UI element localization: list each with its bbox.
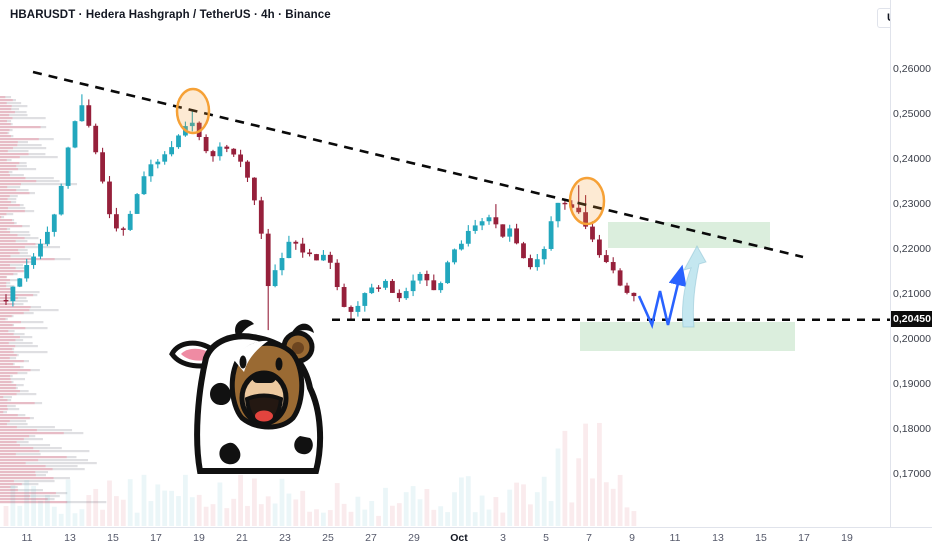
price-axis-label: 0,24000	[893, 153, 931, 165]
support-price-tag: 0,20450	[891, 310, 932, 327]
time-axis-label: 17	[798, 532, 810, 544]
bear-tongue	[255, 410, 273, 422]
bear-eye-right	[275, 357, 283, 371]
time-axis-label: 21	[236, 532, 248, 544]
price-axis-label: 0,20000	[893, 333, 931, 345]
time-axis-label: 15	[755, 532, 767, 544]
time-axis-label: 19	[841, 532, 853, 544]
highlight-circles[interactable]	[175, 87, 606, 226]
zone-rectangle[interactable]	[608, 222, 770, 248]
cow-horn-right-icon	[290, 323, 314, 336]
bear-eye-left	[239, 355, 247, 369]
time-axis-label: 5	[543, 532, 549, 544]
time-axis-label: 3	[500, 532, 506, 544]
trendline-touch-circle[interactable]	[175, 87, 211, 135]
time-axis-label: 13	[712, 532, 724, 544]
price-axis-label: 0,17000	[893, 468, 931, 480]
trend-lines[interactable]	[32, 70, 890, 322]
price-axis-label: 0,23000	[893, 198, 931, 210]
time-axis-label: 29	[408, 532, 420, 544]
projection-up-arrow[interactable]	[682, 244, 707, 328]
time-axis-label: 9	[629, 532, 635, 544]
time-axis-label: 27	[365, 532, 377, 544]
time-axis-label: 13	[64, 532, 76, 544]
price-axis-label: 0,19000	[893, 378, 931, 390]
time-axis-label: 15	[107, 532, 119, 544]
trendline-touch-circle[interactable]	[568, 176, 606, 226]
symbol-title: HBARUSDT · Hedera Hashgraph / TetherUS ·…	[10, 9, 331, 21]
price-axis-label: 0,18000	[893, 423, 931, 435]
bear-nose	[252, 372, 276, 383]
volume-profile	[0, 96, 107, 504]
descending-trendline[interactable]	[32, 70, 804, 259]
time-axis[interactable]: 11 13 15 17 19 21 23 25 27 29 Oct 3 5 7 9 11 13 15 17 19	[0, 527, 932, 550]
volume-bars	[3, 422, 637, 526]
time-axis-label: 11	[669, 532, 681, 544]
time-axis-label: 7	[586, 532, 592, 544]
bull-in-cow-costume-sticker	[169, 319, 324, 474]
price-axis-label: 0,22000	[893, 243, 931, 255]
time-axis-label: 11	[21, 532, 33, 544]
zigzag-path-arrow[interactable]	[637, 264, 687, 330]
time-axis-label: Oct	[450, 532, 468, 544]
price-axis-label: 0,26000	[893, 63, 931, 75]
time-axis-label: 19	[193, 532, 205, 544]
price-axis-label: 0,21000	[893, 288, 931, 300]
time-axis-label: 23	[279, 532, 291, 544]
price-axis[interactable]: 0,20450 0,26000 0,25000 0,24000 0,23000 0,22…	[890, 0, 932, 527]
time-axis-label: 17	[150, 532, 162, 544]
candlestick-series	[3, 94, 637, 331]
price-axis-label: 0,25000	[893, 108, 931, 120]
time-axis-label: 25	[322, 532, 334, 544]
